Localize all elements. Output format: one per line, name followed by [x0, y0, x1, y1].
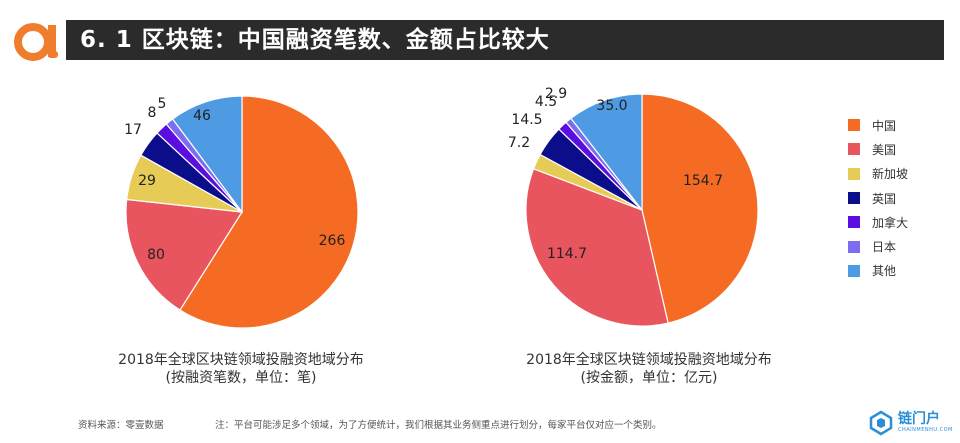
pie-1-label-singapore: 29	[138, 173, 156, 189]
legend-label: 其他	[872, 264, 897, 279]
pie-2-label-china: 154.7	[683, 173, 723, 189]
pie-1-label-usa: 80	[147, 247, 165, 263]
pie-2-label-usa: 114.7	[547, 246, 587, 262]
pie-2-slice-usa	[525, 168, 669, 327]
chart-2-subtitle: (按金额，单位：亿元)	[580, 370, 718, 386]
legend-swatch	[848, 143, 860, 156]
legend-item-usa: 美国	[848, 137, 908, 161]
legend-swatch	[848, 240, 860, 253]
chain-logo-icon	[869, 410, 893, 436]
legend-item-other: 其他	[848, 259, 908, 283]
brand-watermark: 链门户 CHAINMENHU.COM	[868, 410, 953, 436]
legend-item-japan: 日本	[848, 234, 908, 258]
chart-2-caption: 2018年全球区块链领域投融资地域分布 (按金额，单位：亿元)	[484, 351, 814, 387]
legend-item-uk: 英国	[848, 186, 908, 210]
pie-1-label-uk: 17	[124, 122, 142, 138]
chart-1-title: 2018年全球区块链领域投融资地域分布	[118, 352, 364, 368]
legend-label: 美国	[872, 142, 897, 157]
legend-label: 新加坡	[872, 167, 909, 182]
pie-1-slice-usa	[125, 198, 244, 311]
brand-name: 链门户	[898, 411, 940, 427]
footer-note: 注：平台可能涉足多个领域，为了方便统计，我们根据其业务侧重点进行划分，每家平台仅…	[215, 420, 662, 431]
legend-swatch	[848, 167, 860, 180]
chart-legend: 中国 美国 新加坡 英国 加拿大 日本 其他	[848, 113, 908, 283]
pie-2-label-japan: 2.9	[545, 86, 567, 102]
footer-source: 资料来源：零壹数据	[78, 420, 164, 431]
legend-swatch	[848, 119, 860, 132]
pie-2-slice-china	[641, 93, 759, 324]
legend-item-china: 中国	[848, 113, 908, 137]
brand-subtitle: CHAINMENHU.COM	[898, 427, 953, 433]
legend-item-canada: 加拿大	[848, 210, 908, 234]
chart-1-caption: 2018年全球区块链领域投融资地域分布 (按融资笔数，单位：笔)	[76, 351, 406, 387]
pie-1-slice-other	[171, 95, 243, 214]
chart-2-title: 2018年全球区块链领域投融资地域分布	[526, 352, 772, 368]
legend-swatch	[848, 216, 860, 229]
chart-1-subtitle: (按融资笔数，单位：笔)	[165, 370, 317, 386]
pie-2-label-uk: 14.5	[511, 112, 542, 128]
pie-1-label-canada: 8	[148, 105, 157, 121]
pie-1-label-china: 266	[319, 233, 346, 249]
legend-swatch	[848, 264, 860, 277]
legend-label: 加拿大	[872, 215, 909, 230]
legend-label: 中国	[872, 118, 897, 133]
pie-2-label-singapore: 7.2	[508, 135, 530, 151]
pie-2-label-other: 35.0	[596, 98, 627, 114]
pie-2-label-canada: 4.5	[535, 94, 557, 110]
legend-item-singapore: 新加坡	[848, 162, 908, 186]
pie-2-slice-other	[570, 93, 643, 212]
brand-text: 链门户 CHAINMENHU.COM	[898, 412, 953, 434]
legend-label: 英国	[872, 191, 897, 206]
pie-1-label-japan: 5	[158, 96, 167, 112]
brand-logo-icon	[14, 23, 58, 61]
legend-swatch	[848, 192, 860, 205]
pie-1-label-other: 46	[193, 108, 211, 124]
page-title: 6. 1 区块链：中国融资笔数、金额占比较大	[66, 20, 944, 60]
legend-label: 日本	[872, 240, 897, 255]
pie-1-slice-china	[179, 95, 359, 329]
